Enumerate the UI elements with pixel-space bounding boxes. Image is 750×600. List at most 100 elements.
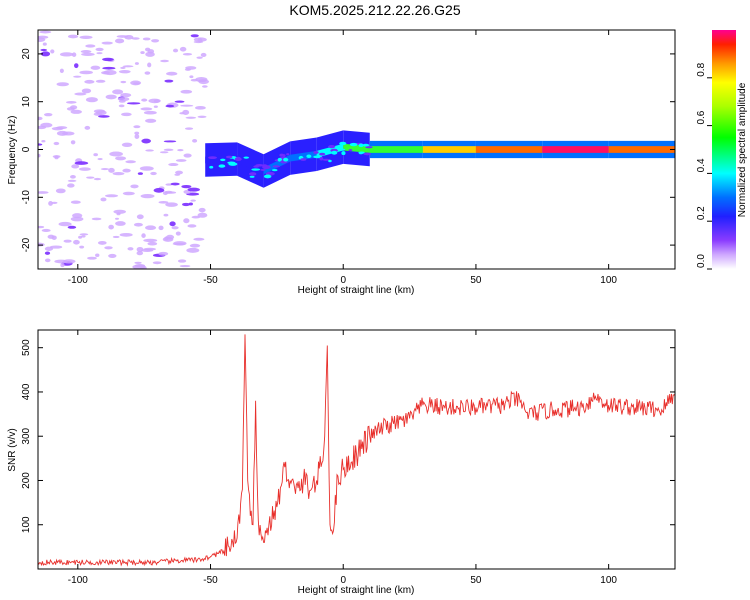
spectrogram-band-speckle bbox=[331, 150, 338, 155]
spectrogram-noise-blob bbox=[86, 176, 95, 179]
spectrogram-noise-blob bbox=[143, 238, 158, 243]
spectrogram-noise-blob bbox=[104, 194, 119, 198]
spectrogram-band-speckle bbox=[282, 154, 286, 158]
spectrogram-noise-blob bbox=[121, 112, 132, 117]
spectrogram-noise-blob bbox=[145, 118, 157, 123]
spectrogram-noise-blob bbox=[190, 34, 199, 38]
spectrogram-noise-blob bbox=[80, 50, 92, 54]
spectrogram-noise-blob bbox=[44, 112, 53, 117]
spectrogram-noise-blob bbox=[96, 52, 103, 55]
spectrogram-noise-blob bbox=[112, 171, 125, 176]
spectrogram-noise-blob bbox=[182, 202, 191, 207]
spectrogram-noise-blob bbox=[169, 221, 176, 227]
spectrogram-noise-blob bbox=[90, 65, 101, 70]
spectrogram-band-speckle bbox=[319, 156, 324, 161]
spectrogram-noise-blob bbox=[73, 75, 82, 78]
spectrogram-noise-blob bbox=[73, 239, 80, 245]
spectrogram-noise-blob bbox=[175, 159, 187, 162]
spectrogram-noise-blob bbox=[175, 231, 181, 236]
spectrogram-noise-blob bbox=[190, 78, 198, 82]
spectrogram-heat-layer bbox=[38, 30, 675, 269]
spectrogram-noise-blob bbox=[44, 258, 51, 263]
spectrogram-x-ticks: -100 -50 0 50 100 bbox=[68, 30, 617, 286]
colorbar-tick-label: 0.6 bbox=[696, 110, 707, 124]
spectrogram-band-speckle bbox=[300, 158, 307, 161]
spectrogram-noise-blob bbox=[141, 248, 154, 252]
spectrogram-noise-blob bbox=[193, 237, 205, 241]
spectrogram-band-speckle bbox=[358, 151, 363, 155]
spectrogram-noise-blob bbox=[42, 42, 47, 46]
spectrogram-noise-blob bbox=[115, 156, 127, 161]
spectrogram-noise-blob bbox=[59, 52, 74, 57]
spectrogram-noise-blob bbox=[194, 105, 206, 110]
spectrogram-noise-blob bbox=[100, 197, 107, 202]
spectrogram-band-core bbox=[290, 150, 317, 162]
spectrogram-noise-blob bbox=[60, 263, 65, 268]
figure-title: KOM5.2025.212.22.26.G25 bbox=[289, 2, 460, 18]
spectrogram-noise-blob bbox=[172, 48, 179, 53]
spectrogram-noise-blob bbox=[137, 172, 143, 175]
spectrogram-band-speckle bbox=[365, 146, 373, 149]
spectrogram-noise-blob bbox=[190, 199, 196, 202]
spectrogram-noise-blob bbox=[163, 140, 177, 143]
spectrogram-noise-blob bbox=[164, 79, 174, 83]
spectrogram-noise-blob bbox=[79, 233, 89, 236]
spectrogram-noise-blob bbox=[108, 253, 117, 258]
snr-xtick-label: -100 bbox=[68, 575, 88, 586]
snr-y-ticks: 100 200 300 400 500 bbox=[21, 339, 675, 533]
snr-ytick-label: 100 bbox=[21, 516, 32, 533]
spectrogram-noise-blob bbox=[93, 153, 98, 157]
colorbar-ticks: 0.0 0.2 0.4 0.6 0.8 bbox=[696, 62, 712, 270]
spectrogram-ytick-label: -20 bbox=[21, 237, 32, 252]
spectrogram-noise-blob bbox=[187, 187, 200, 192]
spectrogram-noise-blob bbox=[115, 217, 120, 220]
spectrogram-noise-blob bbox=[74, 63, 79, 69]
spectrogram-noise-blob bbox=[177, 149, 184, 152]
spectrogram-noise-blob bbox=[170, 182, 180, 186]
spectrogram-ytick-label: -10 bbox=[21, 190, 32, 205]
spectrogram-noise-blob bbox=[70, 216, 84, 222]
spectrogram-noise-blob bbox=[119, 233, 133, 237]
spectrogram-noise-blob bbox=[122, 65, 134, 68]
spectrogram-noise-blob bbox=[151, 39, 160, 43]
spectrogram-noise-blob bbox=[71, 52, 77, 57]
spectrogram-noise-blob bbox=[59, 68, 64, 73]
spectrogram-band-speckle bbox=[263, 174, 272, 179]
spectrogram-noise-blob bbox=[124, 34, 134, 40]
spectrogram-noise-blob bbox=[163, 148, 174, 152]
spectrogram-noise-blob bbox=[140, 194, 155, 199]
spectrogram-noise-blob bbox=[115, 38, 125, 44]
snr-ytick-label: 400 bbox=[21, 383, 32, 400]
spectrogram-noise-blob bbox=[51, 201, 58, 204]
spectrogram-band-speckle bbox=[322, 158, 331, 161]
spectrogram-noise-blob bbox=[38, 225, 45, 229]
spectrogram-noise-blob bbox=[38, 191, 49, 194]
spectrogram-noise-blob bbox=[165, 202, 178, 207]
spectrogram-noise-blob bbox=[127, 247, 134, 251]
spectrogram-noise-blob bbox=[41, 228, 51, 232]
colorbar-tick-label: 0.0 bbox=[696, 254, 707, 268]
spectrogram-noise-blob bbox=[81, 88, 92, 94]
snr-xtick-label: 100 bbox=[600, 575, 617, 586]
spectrogram-band-speckle bbox=[286, 153, 290, 156]
spectrogram-noise-blob bbox=[188, 202, 193, 206]
colorbar: 0.0 0.2 0.4 0.6 0.8 Normalized spectral ampl… bbox=[696, 30, 748, 270]
spectrogram-noise-blob bbox=[40, 51, 51, 57]
spectrogram-noise-blob bbox=[184, 68, 191, 71]
spectrogram-noise-blob bbox=[147, 241, 158, 246]
spectrogram-noise-blob bbox=[74, 92, 87, 96]
spectrogram-band-speckle bbox=[209, 165, 214, 169]
spectrogram-noise-blob bbox=[134, 261, 142, 264]
spectrogram-noise-blob bbox=[56, 130, 68, 136]
spectrogram-xlabel: Height of straight line (km) bbox=[298, 285, 415, 296]
spectrogram-noise-blob bbox=[86, 256, 97, 260]
spectrogram-noise-blob bbox=[147, 62, 152, 68]
spectrogram-noise-blob bbox=[125, 160, 136, 164]
spectrogram-noise-blob bbox=[153, 188, 165, 193]
spectrogram-noise-blob bbox=[189, 75, 194, 79]
spectrogram-noise-blob bbox=[91, 217, 102, 221]
spectrogram-noise-blob bbox=[100, 168, 110, 171]
spectrogram-noise-blob bbox=[141, 233, 146, 238]
spectrogram-noise-blob bbox=[79, 70, 93, 75]
